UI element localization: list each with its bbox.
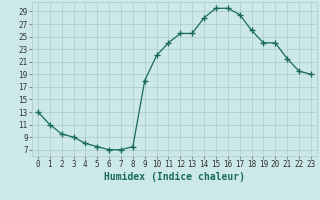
X-axis label: Humidex (Indice chaleur): Humidex (Indice chaleur)	[104, 172, 245, 182]
